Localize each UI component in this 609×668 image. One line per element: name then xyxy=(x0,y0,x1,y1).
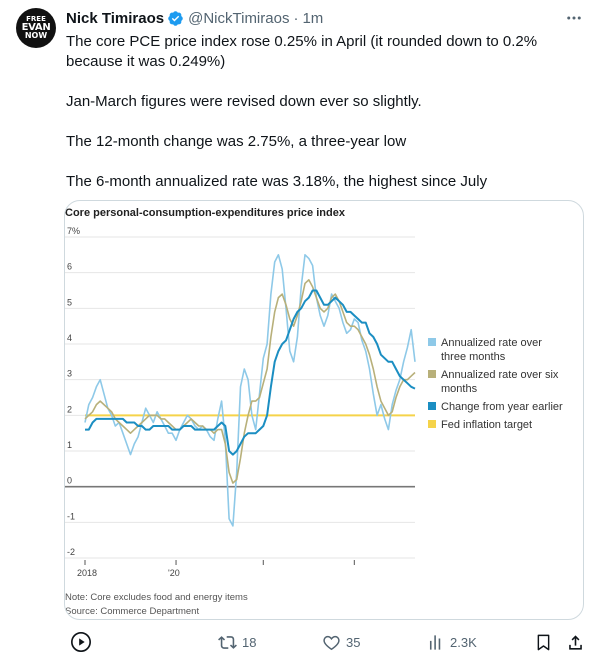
analytics-icon xyxy=(429,634,441,650)
retweet-icon xyxy=(218,635,237,649)
retweet-button[interactable]: 18 xyxy=(218,630,256,654)
chart-source: Source: Commerce Department xyxy=(65,606,200,617)
views-count: 2.3K xyxy=(450,634,477,650)
share-icon xyxy=(569,634,582,650)
avatar[interactable]: FREE EVAN NOW xyxy=(16,8,56,48)
bookmark-button[interactable] xyxy=(534,630,553,654)
legend-label: Fed inflation target xyxy=(441,419,532,431)
y-tick-label: 2 xyxy=(67,404,72,414)
legend-swatch xyxy=(428,370,436,378)
legend-swatch xyxy=(428,402,436,410)
y-tick-label: 1 xyxy=(67,440,72,450)
heart-icon xyxy=(323,635,340,650)
timestamp[interactable]: 1m xyxy=(302,10,324,27)
avatar-text: EVAN xyxy=(21,21,51,33)
chart: 7% 6 5 4 3 2 1 0 -1 -2 2018 '20 Annualized rate over… xyxy=(65,226,563,578)
views-button[interactable]: 2.3K xyxy=(426,630,477,654)
y-tick-label: -1 xyxy=(67,511,75,521)
separator: · xyxy=(293,10,299,27)
bookmark-icon xyxy=(537,634,550,650)
series-yoy-line xyxy=(85,289,416,456)
tweet-paragraph: The 6-month annualized rate was 3.18%, t… xyxy=(66,173,488,190)
y-tick-label: 5 xyxy=(67,297,72,307)
author-handle[interactable]: @NickTimiraos xyxy=(188,10,290,27)
tweet-text: The core PCE price index rose 0.25% in A… xyxy=(66,32,586,212)
play-button[interactable] xyxy=(70,630,92,654)
play-icon xyxy=(71,632,91,652)
avatar-text: NOW xyxy=(24,31,48,41)
x-tick-label: '20 xyxy=(168,568,180,578)
verified-icon xyxy=(168,11,183,26)
like-count: 35 xyxy=(346,634,361,650)
legend-label: Change from year earlier xyxy=(441,401,563,413)
share-button[interactable] xyxy=(566,630,585,654)
tweet-paragraph: Jan-March figures were revised down ever… xyxy=(66,93,422,110)
chart-title: Core personal-consumption-expenditures p… xyxy=(65,207,345,219)
legend-label: three months xyxy=(441,351,506,363)
series-three-month-line xyxy=(84,254,416,527)
tweet-paragraph: The 12-month change was 2.75%, a three-y… xyxy=(66,133,407,150)
legend-label: Annualized rate over six xyxy=(441,369,559,381)
legend-label: Annualized rate over xyxy=(441,337,542,349)
more-options-icon[interactable] xyxy=(562,6,586,30)
x-tick-label: 2018 xyxy=(77,568,97,578)
like-button[interactable]: 35 xyxy=(322,630,360,654)
author-name[interactable]: Nick Timiraos xyxy=(66,10,165,27)
y-tick-label: -2 xyxy=(67,547,75,557)
avatar-text: FREE xyxy=(26,15,46,24)
tweet-header: Nick Timiraos @NickTimiraos · 1m xyxy=(66,10,323,27)
y-tick-label: 0 xyxy=(67,476,72,486)
retweet-count: 18 xyxy=(242,634,257,650)
y-tick-label: 4 xyxy=(67,333,72,343)
legend-swatch xyxy=(428,420,436,428)
series-six-month-line xyxy=(84,279,416,484)
y-tick-label: 3 xyxy=(67,369,72,379)
tweet-paragraph: The core PCE price index rose 0.25% in A… xyxy=(66,33,538,70)
chart-image-card[interactable]: Core personal-consumption-expenditures p… xyxy=(64,200,584,620)
chart-note: Note: Core excludes food and energy item… xyxy=(65,592,248,603)
legend-swatch xyxy=(428,338,436,346)
y-tick-label: 6 xyxy=(67,262,72,272)
y-tick-label: 7% xyxy=(67,226,80,236)
action-bar: 18 35 2.3K xyxy=(66,630,596,654)
legend-label: months xyxy=(441,383,478,395)
